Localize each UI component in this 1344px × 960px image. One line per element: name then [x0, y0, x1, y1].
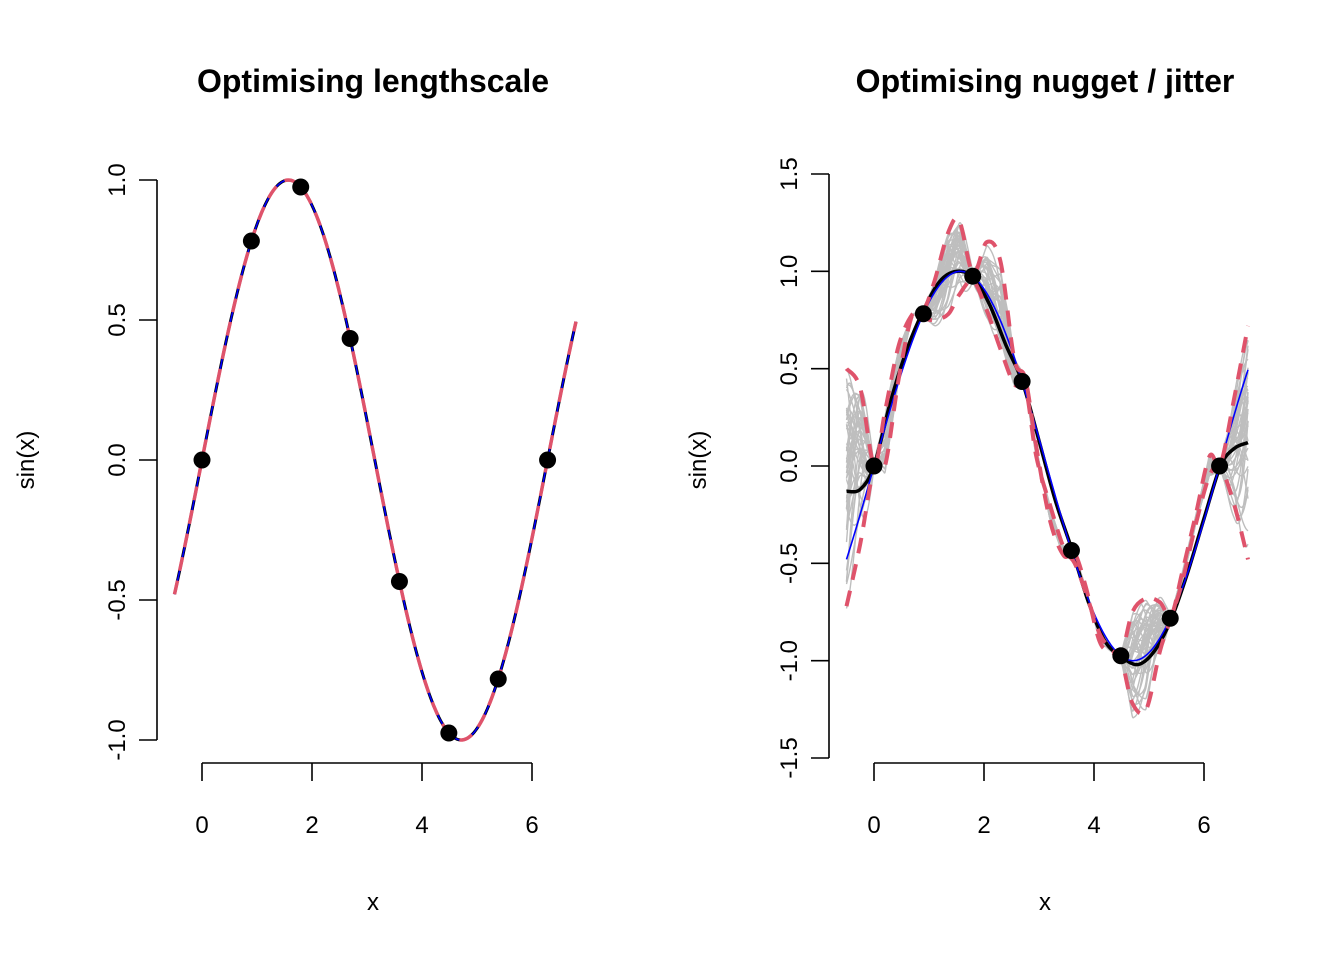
panel-left-title: Optimising lengthscale [197, 63, 549, 99]
panel-left-x-tick-label: 4 [415, 812, 428, 839]
panel-left-y-tick-label: 1.0 [104, 163, 131, 196]
panel-right-y-tick-label: -1.5 [776, 737, 803, 778]
data-point [1161, 609, 1179, 627]
sample-path-line [845, 234, 1249, 669]
data-point [390, 573, 408, 591]
panel-left-plot-area [172, 178, 578, 742]
panel-right-xlabel: x [1039, 889, 1051, 916]
data-point [1013, 373, 1031, 391]
data-point [539, 451, 557, 469]
sample-path-line [845, 239, 1249, 657]
sample-path-line [845, 251, 1249, 656]
panel-left-x-tick-label: 0 [195, 812, 208, 839]
sample-path-line [845, 252, 1249, 656]
sample-path-line [845, 232, 1249, 658]
sample-path-line [846, 231, 1249, 661]
panel-left-y-tick-label: 0.5 [104, 303, 131, 336]
sample-path-line [845, 232, 1249, 663]
panel-right-x-tick-label: 4 [1087, 812, 1100, 839]
data-point [489, 670, 507, 688]
sin-series-line [172, 178, 578, 742]
data-point [440, 724, 458, 742]
data-point [242, 232, 260, 250]
sample-path-line [845, 243, 1249, 659]
sample-path-line [845, 222, 1249, 698]
sample-path-line [845, 246, 1249, 719]
panel-right-y-tick-label: 0.5 [776, 352, 803, 385]
data-point [341, 329, 359, 347]
data-point [1062, 541, 1080, 559]
panel-right-y-tick-label: 0.0 [776, 449, 803, 482]
sample-path-line [845, 239, 1249, 684]
sample-path-line [845, 248, 1249, 658]
panel-right-x-tick-label: 0 [867, 812, 880, 839]
sample-path-line [845, 256, 1249, 663]
sample-path-line [845, 239, 1249, 675]
panel-right-axes: 0 2 4 6 -1.5 -1.0 -0.5 0.0 0.5 1.0 1.5 [776, 157, 1211, 839]
data-point [964, 267, 982, 285]
sample-path-line [845, 235, 1249, 661]
sample-path-line [845, 257, 1249, 656]
upper-series-line [844, 216, 1250, 658]
panel-right-y-tick-label: -1.0 [776, 640, 803, 681]
panel-right-ylabel: sin(x) [685, 431, 712, 490]
sin-series-line [173, 179, 577, 741]
panel-left-x-tick-label: 2 [305, 812, 318, 839]
panel-left-axes: 0 2 4 6 -1.0 -0.5 0.0 0.5 1.0 [104, 163, 539, 839]
panel-left-x-tick-label: 6 [525, 812, 538, 839]
panel-right-plot-area [844, 216, 1250, 719]
data-point [1112, 647, 1130, 665]
sample-path-line [846, 245, 1249, 658]
panel-left-y-tick-label: -1.0 [104, 719, 131, 760]
panel-right-y-tick-label: 1.5 [776, 157, 803, 190]
sample-path-line [845, 224, 1249, 662]
data-point [292, 178, 310, 196]
panel-right: Optimising nugget / jitter x sin(x) 0 2 4 6… [685, 63, 1250, 916]
data-point [193, 451, 211, 469]
panel-right-y-tick-label: 1.0 [776, 255, 803, 288]
lower-series-line [844, 278, 1250, 716]
panel-left-ylabel: sin(x) [13, 431, 40, 490]
sample-path-line [846, 249, 1249, 654]
sample-path-line [845, 243, 1249, 657]
sample-path-line [845, 232, 1249, 684]
panel-left-y-tick-label: -0.5 [104, 579, 131, 620]
sample-path-line [845, 225, 1249, 669]
sample-path-line [846, 248, 1249, 669]
sample-path-line [845, 225, 1249, 701]
panel-right-y-tick-label: -0.5 [776, 543, 803, 584]
sample-path-line [845, 225, 1249, 661]
data-point [914, 305, 932, 323]
panel-left-xlabel: x [367, 889, 379, 916]
panel-left-y-tick-label: 0.0 [104, 443, 131, 476]
sample-path-line [845, 244, 1249, 655]
data-point [1211, 457, 1229, 475]
panel-left: Optimising lengthscale x sin(x) 0 2 4 6 -1.0… [13, 63, 578, 916]
sample-path-line [845, 240, 1249, 664]
panel-right-title: Optimising nugget / jitter [856, 63, 1235, 99]
data-point [865, 457, 883, 475]
panel-right-x-tick-label: 6 [1197, 812, 1210, 839]
sample-path-line [845, 237, 1249, 663]
panel-right-x-tick-label: 2 [977, 812, 990, 839]
sample-path-line [845, 250, 1249, 655]
